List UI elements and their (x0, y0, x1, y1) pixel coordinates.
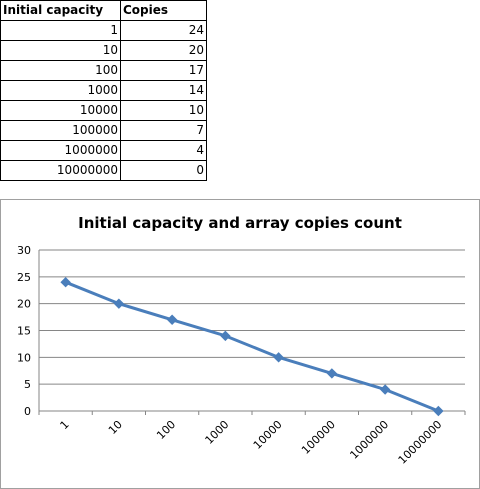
x-tick-label: 10000000 (396, 418, 445, 467)
table-row: 1 24 (0, 20, 207, 41)
x-tick-label: 1000000 (347, 418, 391, 462)
x-tick-label: 10000 (251, 418, 285, 452)
y-tick-label: 10 (17, 351, 31, 364)
data-point-marker (166, 314, 178, 325)
data-table: Initial capacity Copies 1 24 10 20 100 1… (0, 0, 207, 181)
table-row: 10 20 (0, 40, 207, 61)
data-point-marker (220, 330, 231, 342)
table-row: 1000 14 (0, 80, 207, 101)
chart-title: Initial capacity and array copies count (78, 214, 402, 232)
cell-copies[interactable]: 0 (120, 160, 207, 181)
data-point-marker (433, 405, 444, 417)
table-row: 1000000 4 (0, 140, 207, 161)
table-row: 100000 7 (0, 120, 207, 141)
cell-copies[interactable]: 14 (120, 80, 207, 101)
cell-copies[interactable]: 24 (120, 20, 207, 41)
header-initial-capacity[interactable]: Initial capacity (0, 0, 121, 21)
cell-capacity[interactable]: 1000 (0, 80, 121, 101)
cell-capacity[interactable]: 100 (0, 60, 121, 81)
data-point-marker (273, 352, 284, 363)
cell-copies[interactable]: 10 (120, 100, 207, 121)
x-tick-label: 100 (154, 418, 178, 442)
cell-copies[interactable]: 20 (120, 40, 207, 61)
cell-copies[interactable]: 4 (120, 140, 207, 161)
data-point-marker (113, 298, 125, 309)
data-point-marker (326, 368, 338, 379)
x-tick-label: 100000 (299, 418, 338, 457)
cell-capacity[interactable]: 1 (0, 20, 121, 41)
data-point-marker (60, 276, 71, 288)
cell-capacity[interactable]: 100000 (0, 120, 121, 141)
table-header-row: Initial capacity Copies (0, 0, 207, 21)
y-tick-label: 15 (17, 325, 31, 338)
data-point-marker (379, 384, 391, 395)
y-tick-label: 20 (17, 298, 31, 311)
cell-capacity[interactable]: 10000000 (0, 160, 121, 181)
table-row: 10000 10 (0, 100, 207, 121)
y-tick-label: 0 (24, 405, 31, 418)
table-row: 10000000 0 (0, 160, 207, 181)
cell-copies[interactable]: 7 (120, 120, 207, 141)
header-copies[interactable]: Copies (120, 0, 207, 21)
y-tick-label: 5 (24, 378, 31, 391)
cell-copies[interactable]: 17 (120, 60, 207, 81)
cell-capacity[interactable]: 1000000 (0, 140, 121, 161)
series-line (65, 280, 439, 413)
y-tick-label: 25 (17, 271, 31, 284)
cell-capacity[interactable]: 10 (0, 40, 121, 61)
y-tick-label: 30 (17, 244, 31, 257)
cell-capacity[interactable]: 10000 (0, 100, 121, 121)
x-tick-label: 1 (58, 418, 72, 432)
x-tick-label: 1000 (203, 418, 232, 447)
line-chart[interactable]: Initial capacity and array copies count … (0, 199, 480, 489)
x-tick-label: 10 (106, 418, 125, 437)
table-row: 100 17 (0, 60, 207, 81)
